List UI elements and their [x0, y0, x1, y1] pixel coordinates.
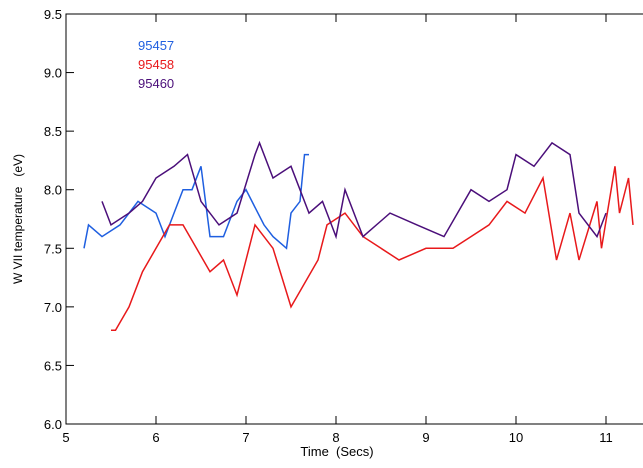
- x-tick-label: 10: [509, 430, 523, 445]
- x-tick-label: 5: [62, 430, 69, 445]
- x-axis-label: Time (Secs): [300, 444, 373, 459]
- x-tick-label: 8: [332, 430, 339, 445]
- y-tick-label: 6.0: [44, 417, 62, 432]
- x-tick-label: 11: [599, 430, 613, 445]
- y-tick-label: 7.5: [44, 241, 62, 256]
- y-tick-label: 9.5: [44, 7, 62, 22]
- series-line: [101, 140, 607, 240]
- series-line: [83, 153, 309, 250]
- y-tick-label: 9.0: [44, 66, 62, 81]
- legend-entry: 95457: [138, 38, 174, 53]
- x-tick-label: 6: [152, 430, 159, 445]
- y-tick-label: 7.0: [44, 300, 62, 315]
- legend-entry: 95458: [138, 57, 174, 72]
- plot-frame: [65, 13, 643, 425]
- x-tick-label: 7: [242, 430, 249, 445]
- x-tick-label: 9: [422, 430, 429, 445]
- y-tick-label: 8.0: [44, 183, 62, 198]
- y-tick-label: 8.5: [44, 124, 62, 139]
- series-line: [111, 166, 634, 332]
- legend-entry: 95460: [138, 76, 174, 91]
- y-axis-label: W VII temperature (eV): [11, 154, 25, 284]
- y-tick-label: 6.5: [44, 358, 62, 373]
